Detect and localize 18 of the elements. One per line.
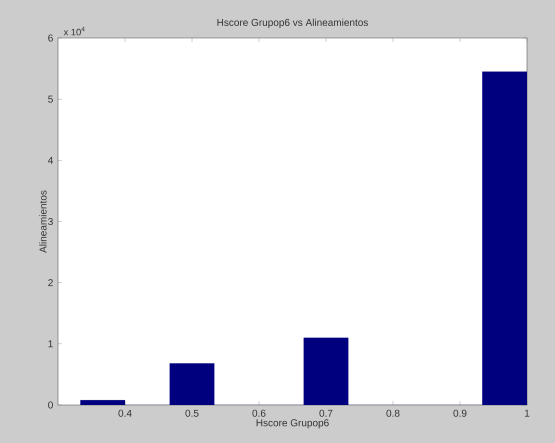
x-axis-title: Hscore Grupop6 bbox=[256, 419, 329, 428]
y-tick-label: 1 bbox=[48, 340, 53, 348]
y-tick-label: 6 bbox=[48, 34, 53, 42]
x-tick-label: 0.9 bbox=[453, 410, 466, 417]
y-tick-label: 4 bbox=[48, 156, 54, 164]
x-tick-label: 0.6 bbox=[252, 410, 266, 417]
text: x 10$^{4}$ bbox=[64, 26, 85, 36]
x-tick-label: 0.4 bbox=[118, 410, 132, 417]
y-tick-label: 3 bbox=[48, 218, 53, 226]
chart-title: Hscore Grupop6 vs Alineamientos bbox=[217, 18, 368, 28]
x-tick-label: 0.8 bbox=[386, 410, 400, 417]
x-tick-label: 0.5 bbox=[185, 410, 199, 417]
y-tick-label: 5 bbox=[48, 96, 53, 103]
y-axis-title: Alineamientos bbox=[39, 190, 47, 253]
y-tick-label: 2 bbox=[48, 279, 53, 286]
x-tick-label: 1 bbox=[524, 410, 530, 417]
x-tick-label: 0.7 bbox=[319, 410, 332, 417]
y-tick-label: 0 bbox=[48, 401, 53, 409]
